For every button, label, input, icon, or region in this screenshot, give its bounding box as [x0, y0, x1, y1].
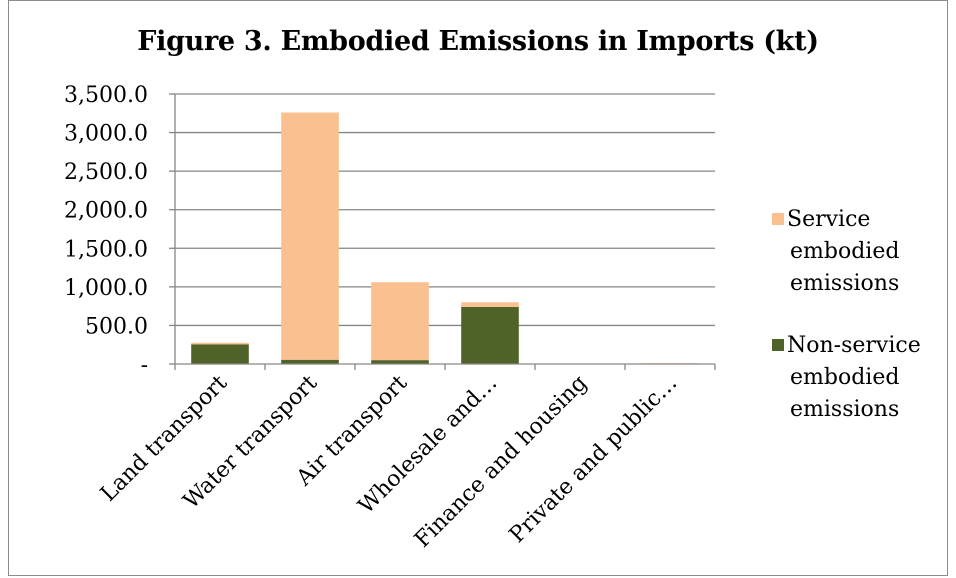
- axes: [174, 94, 716, 370]
- bar-service-embodied-emissions-wholesale-and: [461, 302, 519, 307]
- x-tick-label: Private and public…: [505, 371, 682, 548]
- legend-label: embodied: [790, 365, 899, 390]
- bar-service-embodied-emissions-water-transport: [281, 112, 339, 360]
- legend-label: Non-service: [787, 333, 921, 358]
- y-tick-label: 3,500.0: [64, 83, 148, 108]
- y-tick-label: 1,500.0: [64, 237, 148, 262]
- y-tick-label: 500.0: [85, 314, 148, 339]
- legend-label: emissions: [790, 271, 899, 296]
- legend: Service embodied emissions Non-service embod…: [772, 207, 921, 422]
- chart-title: Figure 3. Embodied Emissions in Imports …: [137, 26, 819, 57]
- y-tick-label: 2,500.0: [64, 160, 148, 185]
- y-tick-label: 2,000.0: [64, 199, 148, 224]
- legend-swatch: [772, 213, 784, 225]
- bar-non-service-embodied-emissions-air-transport: [371, 360, 429, 364]
- legend-label: emissions: [790, 397, 899, 422]
- legend-label: embodied: [790, 239, 899, 264]
- x-tick-label: Finance and housing: [410, 371, 592, 553]
- bar-non-service-embodied-emissions-land-transport: [191, 344, 249, 364]
- bar-non-service-embodied-emissions-wholesale-and: [461, 306, 519, 364]
- y-axis-ticks: - 500.0 1,000.0 1,500.0 2,000.0 2,500.0 3,000.…: [64, 83, 175, 378]
- legend-swatch: [772, 339, 784, 351]
- y-tick-label: 1,000.0: [64, 276, 148, 301]
- bars: [191, 112, 699, 364]
- chart-frame: [8, 0, 948, 576]
- gridlines: [175, 93, 715, 327]
- bar-service-embodied-emissions-air-transport: [371, 282, 429, 361]
- y-tick-label: -: [141, 353, 148, 378]
- bar-service-embodied-emissions-land-transport: [191, 342, 249, 345]
- legend-label: Service: [787, 207, 870, 232]
- y-tick-label: 3,000.0: [64, 122, 148, 147]
- bar-non-service-embodied-emissions-water-transport: [281, 359, 339, 364]
